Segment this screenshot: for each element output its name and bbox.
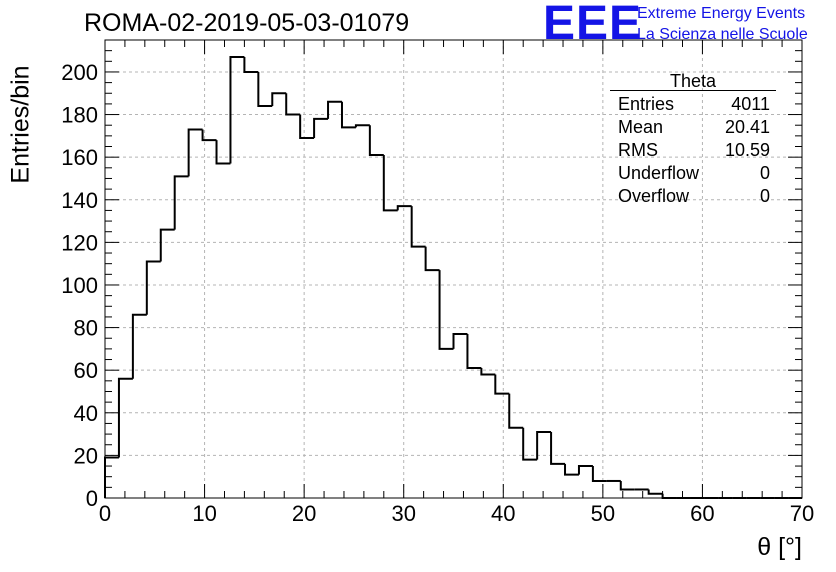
x-tick-label: 40 [491, 501, 515, 526]
histogram-bin [104, 456, 119, 498]
x-tick-label: 60 [690, 501, 714, 526]
histogram-bin [173, 175, 189, 230]
y-axis-label: Entries/bin [6, 65, 35, 184]
histogram-bin [396, 205, 412, 211]
histogram-bin [201, 129, 217, 142]
y-tick-label: 40 [74, 401, 98, 426]
logo-caption-line2: La Scienza nelle Scuole [637, 26, 808, 43]
logo-caption: Extreme Energy Events La Scienza nelle S… [637, 3, 808, 45]
histogram-bin [424, 246, 440, 272]
stats-row: Underflow 0 [610, 162, 776, 185]
y-tick-label: 200 [61, 60, 98, 85]
histogram-bin [661, 493, 677, 499]
histogram-bin [508, 393, 524, 429]
x-tick-label: 50 [591, 501, 615, 526]
histogram-bin [257, 71, 273, 108]
y-tick-label: 160 [61, 145, 98, 170]
x-tick-label: 20 [292, 501, 316, 526]
stats-value: 0 [759, 186, 770, 206]
histogram-bin [271, 92, 287, 107]
histogram-bin [536, 430, 552, 460]
histogram-bin [354, 124, 370, 128]
histogram-bin [452, 332, 468, 349]
histogram-bin [299, 114, 315, 139]
y-tick-label: 0 [86, 486, 98, 511]
stats-value: 4011 [731, 94, 770, 114]
stats-divider [610, 90, 776, 91]
histogram-bin [187, 128, 203, 177]
stats-value: 20.41 [724, 117, 770, 137]
histogram-bin [577, 465, 593, 475]
logo-caption-line1: Extreme Energy Events [637, 5, 806, 22]
histogram-bin [591, 466, 607, 482]
histogram-bin [550, 431, 566, 465]
histogram-bin [215, 140, 231, 165]
histogram-bin [131, 313, 147, 379]
x-tick-label: 70 [790, 501, 814, 526]
histogram-bin [480, 368, 496, 376]
histogram-bin [159, 228, 175, 262]
y-tick-label: 120 [61, 230, 98, 255]
axis-ticks [104, 39, 803, 499]
y-tick-labels: 0 20 40 60 80 100 120 140 160 180 200 [61, 60, 98, 511]
y-tick-label: 180 [61, 103, 98, 128]
x-axis-label: θ [°] [757, 533, 802, 561]
stats-row: Mean 20.41 [610, 116, 776, 139]
histogram-bin [647, 489, 663, 495]
y-tick-label: 60 [74, 358, 98, 383]
histogram-bin [382, 155, 398, 212]
stats-label: Overflow [618, 186, 690, 206]
y-tick-label: 80 [74, 316, 98, 341]
histogram-bin [619, 480, 635, 491]
y-tick-label: 140 [61, 188, 98, 213]
stats-label: RMS [618, 140, 658, 160]
stats-label: Mean [618, 117, 664, 137]
stats-value: 0 [759, 163, 770, 183]
stats-label: Underflow [618, 163, 700, 183]
stats-label: Entries [618, 94, 675, 114]
stats-box: Theta Entries 4011 Mean 20.41 RMS 10.59 … [610, 72, 776, 208]
histogram-bin [368, 125, 384, 157]
eee-logo: EEE [543, 0, 643, 50]
histogram-plot [104, 56, 802, 499]
y-tick-label: 20 [74, 443, 98, 468]
histogram-bin [522, 427, 538, 461]
histogram-bin [438, 270, 454, 350]
grid-lines [105, 40, 802, 498]
run-title: ROMA-02-2019-05-03-01079 [84, 9, 410, 37]
stats-row: Entries 4011 [610, 93, 776, 116]
histogram-bin [340, 101, 356, 129]
histogram-bin [229, 56, 245, 164]
stats-title: Theta [669, 71, 717, 91]
histogram-bin [494, 374, 510, 395]
x-tick-label: 10 [192, 501, 216, 526]
stats-row: RMS 10.59 [610, 139, 776, 162]
histogram-bin [243, 57, 259, 73]
stats-row: Overflow 0 [610, 185, 776, 208]
plot-frame [104, 39, 803, 499]
histogram-bin [285, 93, 301, 116]
histogram-bin [145, 260, 161, 315]
histogram-bin [410, 206, 426, 248]
y-tick-label: 100 [61, 273, 98, 298]
x-tick-label: 30 [391, 501, 415, 526]
histogram-bin [466, 333, 482, 370]
stats-value: 10.59 [724, 140, 770, 160]
histogram-bin [313, 117, 329, 138]
x-tick-label: 0 [99, 501, 111, 526]
histogram-bin [327, 100, 342, 119]
histogram-bin [564, 463, 579, 476]
histogram-bin [117, 377, 133, 458]
x-tick-labels: 0 10 20 30 40 50 60 70 [99, 501, 814, 526]
